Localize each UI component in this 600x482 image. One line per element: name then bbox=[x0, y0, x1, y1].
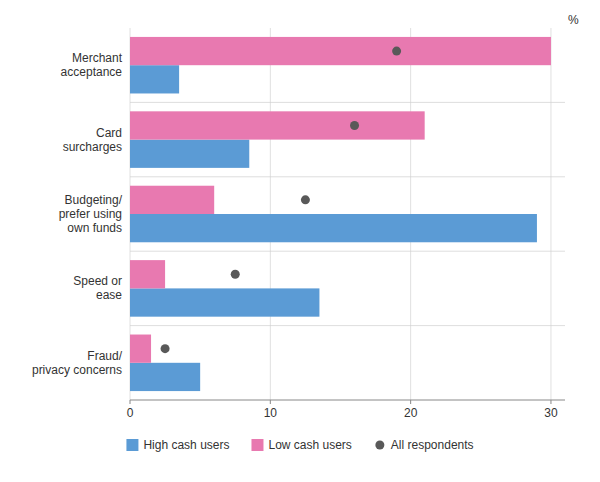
category-label: Cardsurcharges bbox=[63, 126, 122, 154]
tick-label: 10 bbox=[264, 406, 278, 420]
dot bbox=[161, 344, 170, 353]
bar bbox=[130, 65, 179, 93]
tick-label: 20 bbox=[404, 406, 418, 420]
legend-label: All respondents bbox=[391, 438, 474, 452]
tick bbox=[270, 400, 271, 404]
grid bbox=[130, 28, 551, 400]
separator bbox=[130, 251, 565, 252]
x-axis: 0 10 20 30 bbox=[127, 400, 565, 420]
chart: 0 10 20 30% Merchantacceptance Cardsurcharges… bbox=[0, 0, 600, 482]
label-line: ease bbox=[96, 288, 122, 302]
label-line: Card bbox=[96, 126, 122, 140]
label-line: prefer using bbox=[59, 207, 122, 221]
label-line: Budgeting/ bbox=[65, 193, 123, 207]
legend-swatch bbox=[375, 441, 384, 450]
category-label: Budgeting/prefer usingown funds bbox=[59, 193, 123, 235]
label-line: acceptance bbox=[61, 65, 123, 79]
bar bbox=[130, 260, 165, 288]
category-label: Fraud/privacy concerns bbox=[32, 349, 123, 377]
dot bbox=[392, 47, 401, 56]
bar bbox=[130, 111, 425, 139]
bar bbox=[130, 335, 151, 363]
bar bbox=[130, 140, 249, 168]
legend-item: All respondents bbox=[375, 438, 473, 452]
separators bbox=[130, 102, 565, 325]
grid-line bbox=[550, 28, 551, 400]
bar bbox=[130, 363, 200, 391]
axis-label: % bbox=[568, 13, 579, 27]
tick-label: 0 bbox=[127, 406, 134, 420]
label-line: Merchant bbox=[72, 51, 123, 65]
tick bbox=[410, 400, 411, 404]
tick bbox=[130, 400, 131, 404]
dot bbox=[301, 195, 310, 204]
label-line: own funds bbox=[67, 221, 122, 235]
label-line: surcharges bbox=[63, 140, 122, 154]
separator bbox=[130, 325, 565, 326]
separator bbox=[130, 102, 565, 103]
legend-item: Low cash users bbox=[251, 438, 351, 452]
label-line: Speed or bbox=[73, 274, 122, 288]
bar bbox=[130, 37, 551, 65]
category-label: Speed orease bbox=[73, 274, 122, 302]
category-label: Merchantacceptance bbox=[61, 51, 123, 79]
dot bbox=[231, 270, 240, 279]
label-line: Fraud/ bbox=[87, 349, 122, 363]
tick bbox=[550, 400, 551, 404]
y-axis: Merchantacceptance Cardsurcharges Budgetin… bbox=[32, 51, 123, 377]
legend: High cash users Low cash users All respond… bbox=[126, 438, 473, 452]
marks bbox=[130, 37, 551, 391]
axis-line bbox=[130, 400, 565, 401]
separator bbox=[130, 176, 565, 177]
label-line: privacy concerns bbox=[32, 363, 122, 377]
legend-label: Low cash users bbox=[268, 438, 351, 452]
bar bbox=[130, 186, 214, 214]
legend-swatch bbox=[251, 439, 263, 451]
legend-item: High cash users bbox=[126, 438, 229, 452]
dot bbox=[350, 121, 359, 130]
tick-label: 30 bbox=[544, 406, 558, 420]
bar bbox=[130, 214, 537, 242]
legend-label: High cash users bbox=[143, 438, 229, 452]
legend-swatch bbox=[126, 439, 138, 451]
bar bbox=[130, 288, 319, 316]
